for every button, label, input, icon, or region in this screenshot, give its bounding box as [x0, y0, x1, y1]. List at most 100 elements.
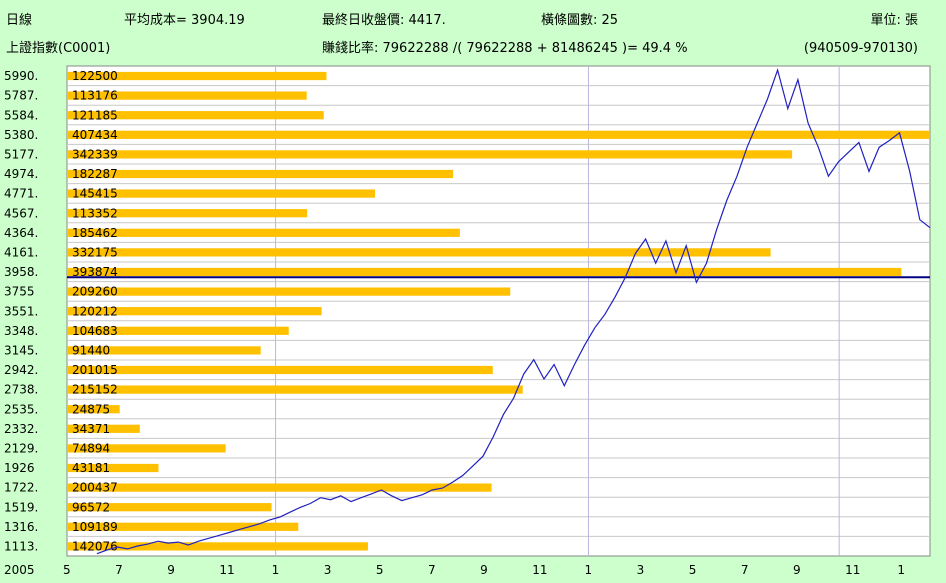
volume-bar: [67, 346, 261, 355]
date-tick-label: 2005: [4, 563, 35, 577]
volume-bar: [67, 209, 308, 218]
volume-bar: [67, 111, 324, 120]
price-axis-labels: 5990. 5787. 5584. 5380. 5177. 4974. 4771. 4567.…: [4, 69, 38, 553]
price-tick-label: 3145.: [4, 344, 38, 358]
volume-bar: [67, 228, 460, 237]
price-tick-label: 1519.: [4, 500, 38, 514]
volume-bar-label: 407434: [72, 128, 118, 142]
price-tick-label: 4364.: [4, 226, 38, 240]
date-tick-label: 9: [167, 563, 175, 577]
volume-bar-label: 142076: [72, 540, 118, 554]
date-tick-label: 11: [219, 563, 234, 577]
price-tick-label: 4567.: [4, 206, 38, 220]
date-tick-label: 11: [845, 563, 860, 577]
date-tick-label: 1: [897, 563, 905, 577]
profit-ratio-label: 賺錢比率: 79622288 /( 79622288 + 81486245 )=…: [322, 41, 688, 56]
volume-bar-label: 74894: [72, 442, 110, 456]
volume-bar-label: 24875: [72, 402, 110, 416]
volume-bar-label: 185462: [72, 226, 118, 240]
volume-bar: [67, 542, 368, 551]
volume-bar-label: 121185: [72, 108, 118, 122]
volume-bar: [67, 463, 159, 473]
price-tick-label: 2942.: [4, 363, 38, 377]
date-tick-label: 3: [324, 563, 332, 577]
volume-bar: [67, 385, 523, 394]
volume-bar: [67, 287, 511, 296]
volume-bar-label: 200437: [72, 481, 118, 495]
price-line: [96, 67, 931, 555]
price-tick-label: 4771.: [4, 187, 38, 201]
volume-bar-label: 209260: [72, 285, 118, 299]
date-tick-label: 11: [532, 563, 547, 577]
volume-bar-label: 122500: [72, 69, 118, 83]
period-label: 日線: [6, 13, 33, 28]
price-tick-label: 3348.: [4, 324, 38, 338]
volume-bar-label: 182287: [72, 167, 118, 181]
volume-bars: 122500 113176 121185 407434 342339 182287 1454…: [67, 69, 930, 554]
avg-cost-label: 平均成本= 3904.19: [124, 13, 245, 28]
volume-bar-label: 113176: [72, 89, 118, 103]
volume-bar-label: 393874: [72, 265, 118, 279]
volume-bar-label: 113352: [72, 206, 118, 220]
date-tick-label: 7: [115, 563, 123, 577]
date-tick-label: 1: [584, 563, 592, 577]
volume-bar: [67, 150, 793, 159]
volume-bar-label: 332175: [72, 246, 118, 260]
date-tick-label: 7: [428, 563, 436, 577]
price-tick-label: 1926: [4, 461, 35, 475]
volume-bar-label: 109189: [72, 520, 118, 534]
volume-bar-label: 91440: [72, 344, 110, 358]
price-tick-label: 1113.: [4, 540, 38, 554]
volume-bar-label: 34371: [72, 422, 110, 436]
volume-bar-label: 96572: [72, 500, 110, 514]
volume-bar-label: 145415: [72, 187, 118, 201]
volume-bar-label: 201015: [72, 363, 118, 377]
volume-bar: [67, 503, 272, 512]
volume-bar-label: 104683: [72, 324, 118, 338]
volume-bar-label: 215152: [72, 383, 118, 397]
price-tick-label: 3958.: [4, 265, 38, 279]
bar-count-label: 橫條圖數: 25: [541, 13, 619, 28]
volume-bar: [67, 71, 327, 81]
volume-bar: [67, 444, 226, 453]
price-tick-label: 3755: [4, 285, 35, 299]
price-tick-label: 4161.: [4, 246, 38, 260]
volume-bar: [67, 248, 771, 257]
last-price-label: 最終日收盤價: 4417.: [322, 13, 446, 28]
volume-bar: [67, 522, 299, 531]
date-tick-label: 5: [63, 563, 71, 577]
price-tick-label: 3551.: [4, 304, 38, 318]
volume-bar: [67, 365, 493, 375]
grid-lines: [67, 66, 930, 556]
index-name-label: 上證指數(C0001): [6, 41, 111, 56]
date-tick-label: 3: [637, 563, 645, 577]
volume-bar-label: 43181: [72, 461, 110, 475]
date-tick-label: 5: [689, 563, 697, 577]
date-tick-label: 9: [480, 563, 488, 577]
volume-bar: [67, 91, 307, 100]
date-tick-label: 1: [272, 563, 280, 577]
volume-bar: [67, 267, 902, 277]
date-tick-label: 5: [376, 563, 384, 577]
price-tick-label: 4974.: [4, 167, 38, 181]
unit-label: 單位: 張: [870, 13, 918, 28]
price-tick-label: 5990.: [4, 69, 38, 83]
volume-bar: [67, 405, 120, 414]
volume-bar: [67, 169, 454, 179]
price-series-line: [96, 67, 931, 555]
volume-bar: [67, 424, 140, 433]
volume-bar: [67, 483, 492, 492]
price-tick-label: 2738.: [4, 383, 38, 397]
price-tick-label: 5177.: [4, 148, 38, 162]
volume-bar-label: 342339: [72, 148, 118, 162]
price-tick-label: 2332.: [4, 422, 38, 436]
volume-bar: [67, 189, 376, 198]
price-tick-label: 5787.: [4, 89, 38, 103]
price-tick-label: 5380.: [4, 128, 38, 142]
date-axis-labels: 2005 5 7 9 11 1 3 5 7 9 11 1 3 5 7 9 11 1: [4, 563, 905, 577]
date-tick-label: 9: [793, 563, 801, 577]
price-tick-label: 2129.: [4, 442, 38, 456]
volume-bar: [67, 307, 322, 316]
price-tick-label: 2535.: [4, 402, 38, 416]
